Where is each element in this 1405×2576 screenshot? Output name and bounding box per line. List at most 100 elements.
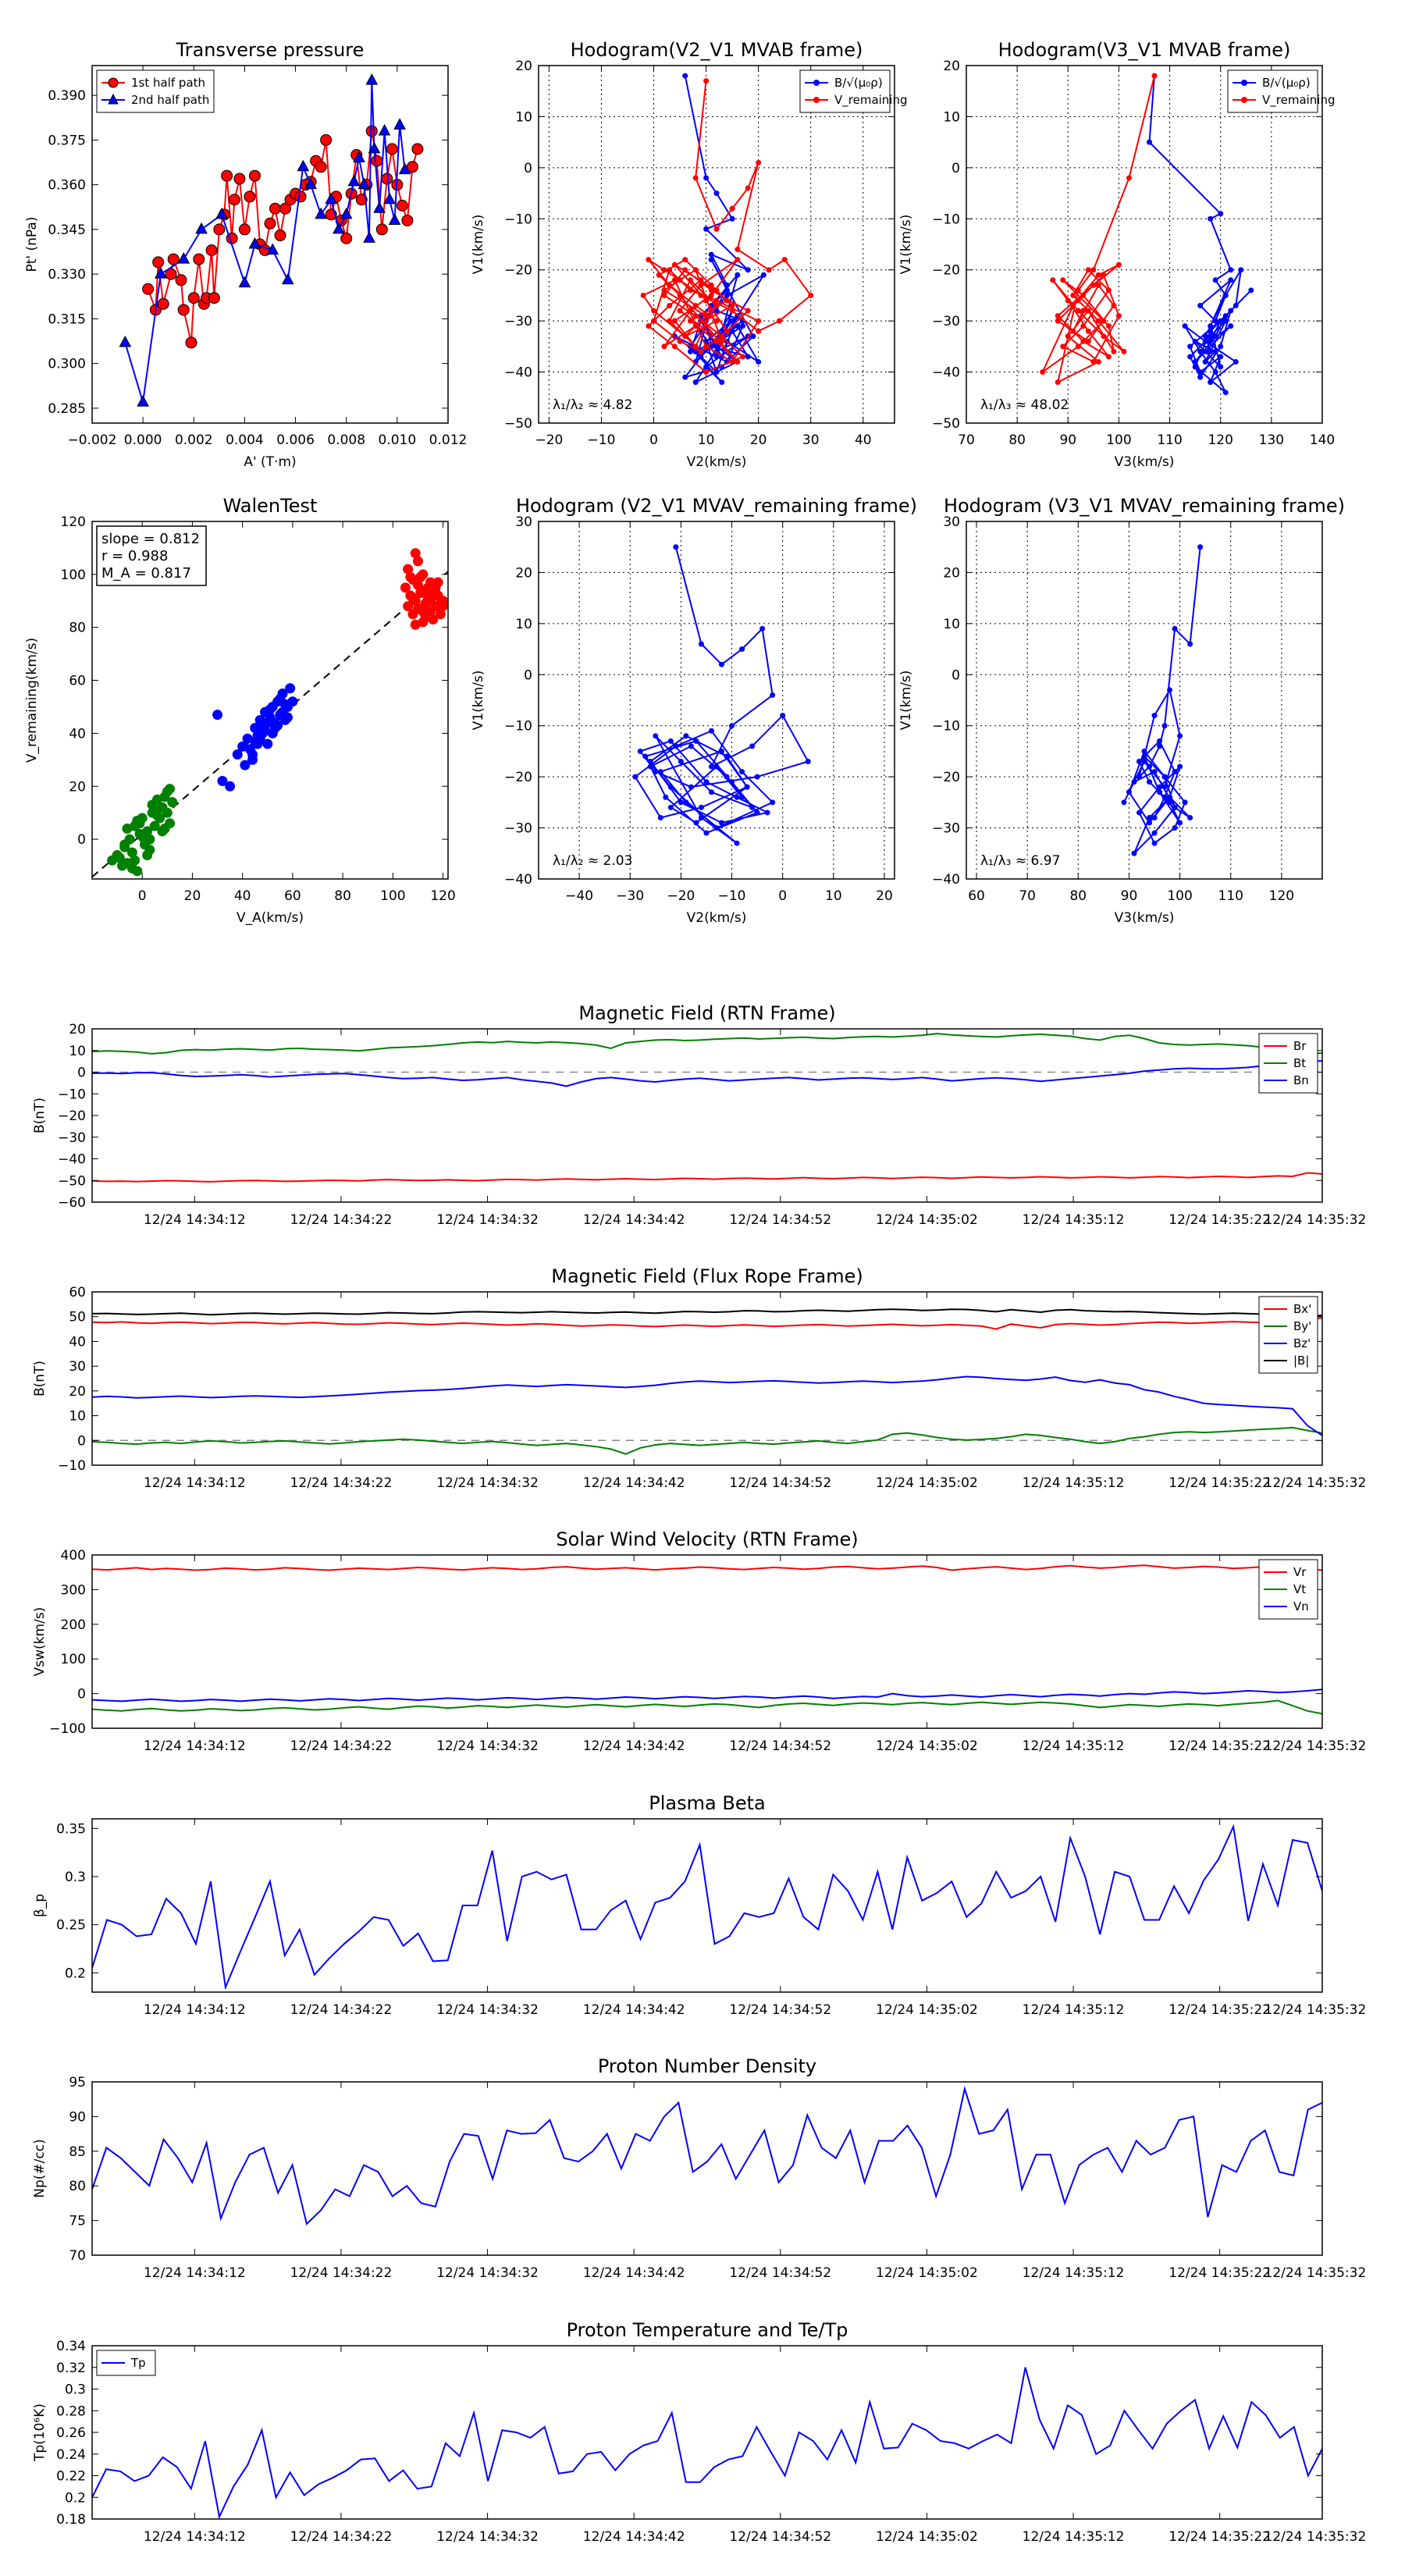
x-tick-label: 12/24 14:35:22	[1168, 2002, 1271, 2018]
axes-frame	[91, 521, 449, 880]
data-point	[137, 395, 149, 407]
data-point	[411, 143, 424, 155]
x-tick-label: 140	[1310, 432, 1335, 448]
axes-frame	[91, 1818, 1323, 1993]
data-point	[1202, 338, 1208, 344]
data-point	[667, 738, 674, 744]
data-point	[297, 159, 310, 172]
data-point	[698, 282, 704, 288]
y-tick-label: 200	[61, 1617, 86, 1633]
data-point	[688, 743, 694, 749]
data-point	[1085, 328, 1091, 334]
data-point	[677, 308, 683, 314]
data-point	[693, 738, 699, 744]
data-point	[1212, 369, 1218, 375]
data-point	[233, 173, 246, 185]
chart-title: Magnetic Field (RTN Frame)	[578, 1002, 835, 1024]
data-point	[703, 175, 710, 181]
legend-marker	[813, 97, 820, 103]
y-axis-label: V1(km/s)	[471, 215, 486, 275]
x-tick-label: 12/24 14:35:02	[876, 2529, 978, 2545]
data-point	[405, 571, 416, 582]
x-tick-label: 40	[234, 888, 251, 904]
x-tick-label: 100	[380, 888, 405, 904]
x-tick-label: 12/24 14:35:02	[876, 2002, 978, 2018]
data-point	[729, 205, 735, 212]
data-point	[401, 214, 414, 226]
data-point	[119, 335, 132, 347]
data-point	[682, 333, 688, 340]
x-tick-label: 12/24 14:34:12	[144, 2002, 246, 2018]
y-tick-label: −40	[932, 872, 960, 888]
series-walen-1	[212, 683, 298, 792]
data-point	[1228, 323, 1234, 329]
x-tick-label: 12/24 14:34:52	[729, 2265, 831, 2281]
y-tick-label: −10	[504, 212, 532, 227]
data-point	[1090, 282, 1097, 288]
x-tick-label: 0.004	[226, 432, 264, 448]
legend-marker	[1241, 97, 1247, 103]
x-tick-label: 100	[1106, 432, 1131, 448]
data-point	[187, 292, 200, 304]
data-point	[692, 343, 699, 350]
data-point	[1197, 303, 1204, 309]
data-point	[1208, 338, 1214, 344]
data-point	[713, 825, 720, 831]
data-point	[1157, 789, 1163, 795]
x-tick-label: −10	[588, 432, 616, 448]
stats-line: r = 0.988	[101, 548, 168, 564]
data-point	[749, 743, 756, 749]
x-tick-label: 12/24 14:35:32	[1264, 1475, 1367, 1491]
data-point	[1212, 333, 1218, 340]
data-point	[671, 262, 678, 268]
series-line	[124, 80, 406, 403]
legend-box	[1227, 69, 1318, 113]
data-point	[142, 849, 153, 860]
y-tick-label: 10	[69, 1409, 86, 1425]
chart-hodo_v2_mvav: −40 −30 −20 −10 0 10 20 30 −40 −30 −20 −10 0 10 20 Hodo…	[471, 495, 917, 926]
data-point	[315, 207, 327, 219]
data-point	[1177, 733, 1183, 739]
data-point	[682, 267, 688, 273]
data-point	[155, 267, 167, 279]
data-point	[1208, 215, 1214, 222]
data-point	[269, 202, 282, 215]
y-axis-label: Vsw(km/s)	[32, 1607, 48, 1677]
data-point	[764, 809, 770, 816]
data-point	[1208, 328, 1214, 334]
stats-box	[96, 525, 207, 586]
y-tick-label: −10	[504, 719, 532, 735]
data-point	[325, 192, 338, 205]
data-point	[114, 852, 125, 863]
data-point	[692, 379, 699, 386]
data-point	[1161, 794, 1168, 800]
x-tick-label: 12/24 14:35:22	[1168, 2529, 1271, 2545]
chart-title: Magnetic Field (Flux Rope Frame)	[551, 1265, 863, 1287]
x-tick-label: 0.008	[327, 432, 365, 448]
y-tick-label: 0.28	[56, 2403, 86, 2419]
data-point	[213, 223, 226, 236]
x-tick-label: 110	[1157, 432, 1182, 448]
data-point	[1202, 348, 1208, 354]
data-point	[724, 753, 730, 760]
data-point	[398, 162, 411, 175]
plot-area	[92, 2086, 1322, 2226]
data-point	[378, 123, 391, 136]
y-tick-label: 10	[515, 617, 532, 632]
y-tick-label: −50	[932, 416, 960, 432]
series-v_rtn-0	[92, 1564, 1322, 1571]
data-point	[1147, 139, 1153, 145]
data-point	[248, 237, 261, 249]
data-point	[750, 333, 756, 340]
data-point	[1070, 328, 1076, 334]
data-point	[1161, 723, 1168, 729]
series-line	[92, 1308, 1322, 1318]
data-point	[428, 614, 439, 625]
x-tick-label: 0.012	[429, 432, 468, 448]
y-tick-label: 60	[69, 1285, 86, 1300]
data-point	[215, 207, 228, 219]
data-point	[678, 759, 684, 765]
data-point	[724, 297, 730, 304]
series-line	[92, 2086, 1322, 2226]
